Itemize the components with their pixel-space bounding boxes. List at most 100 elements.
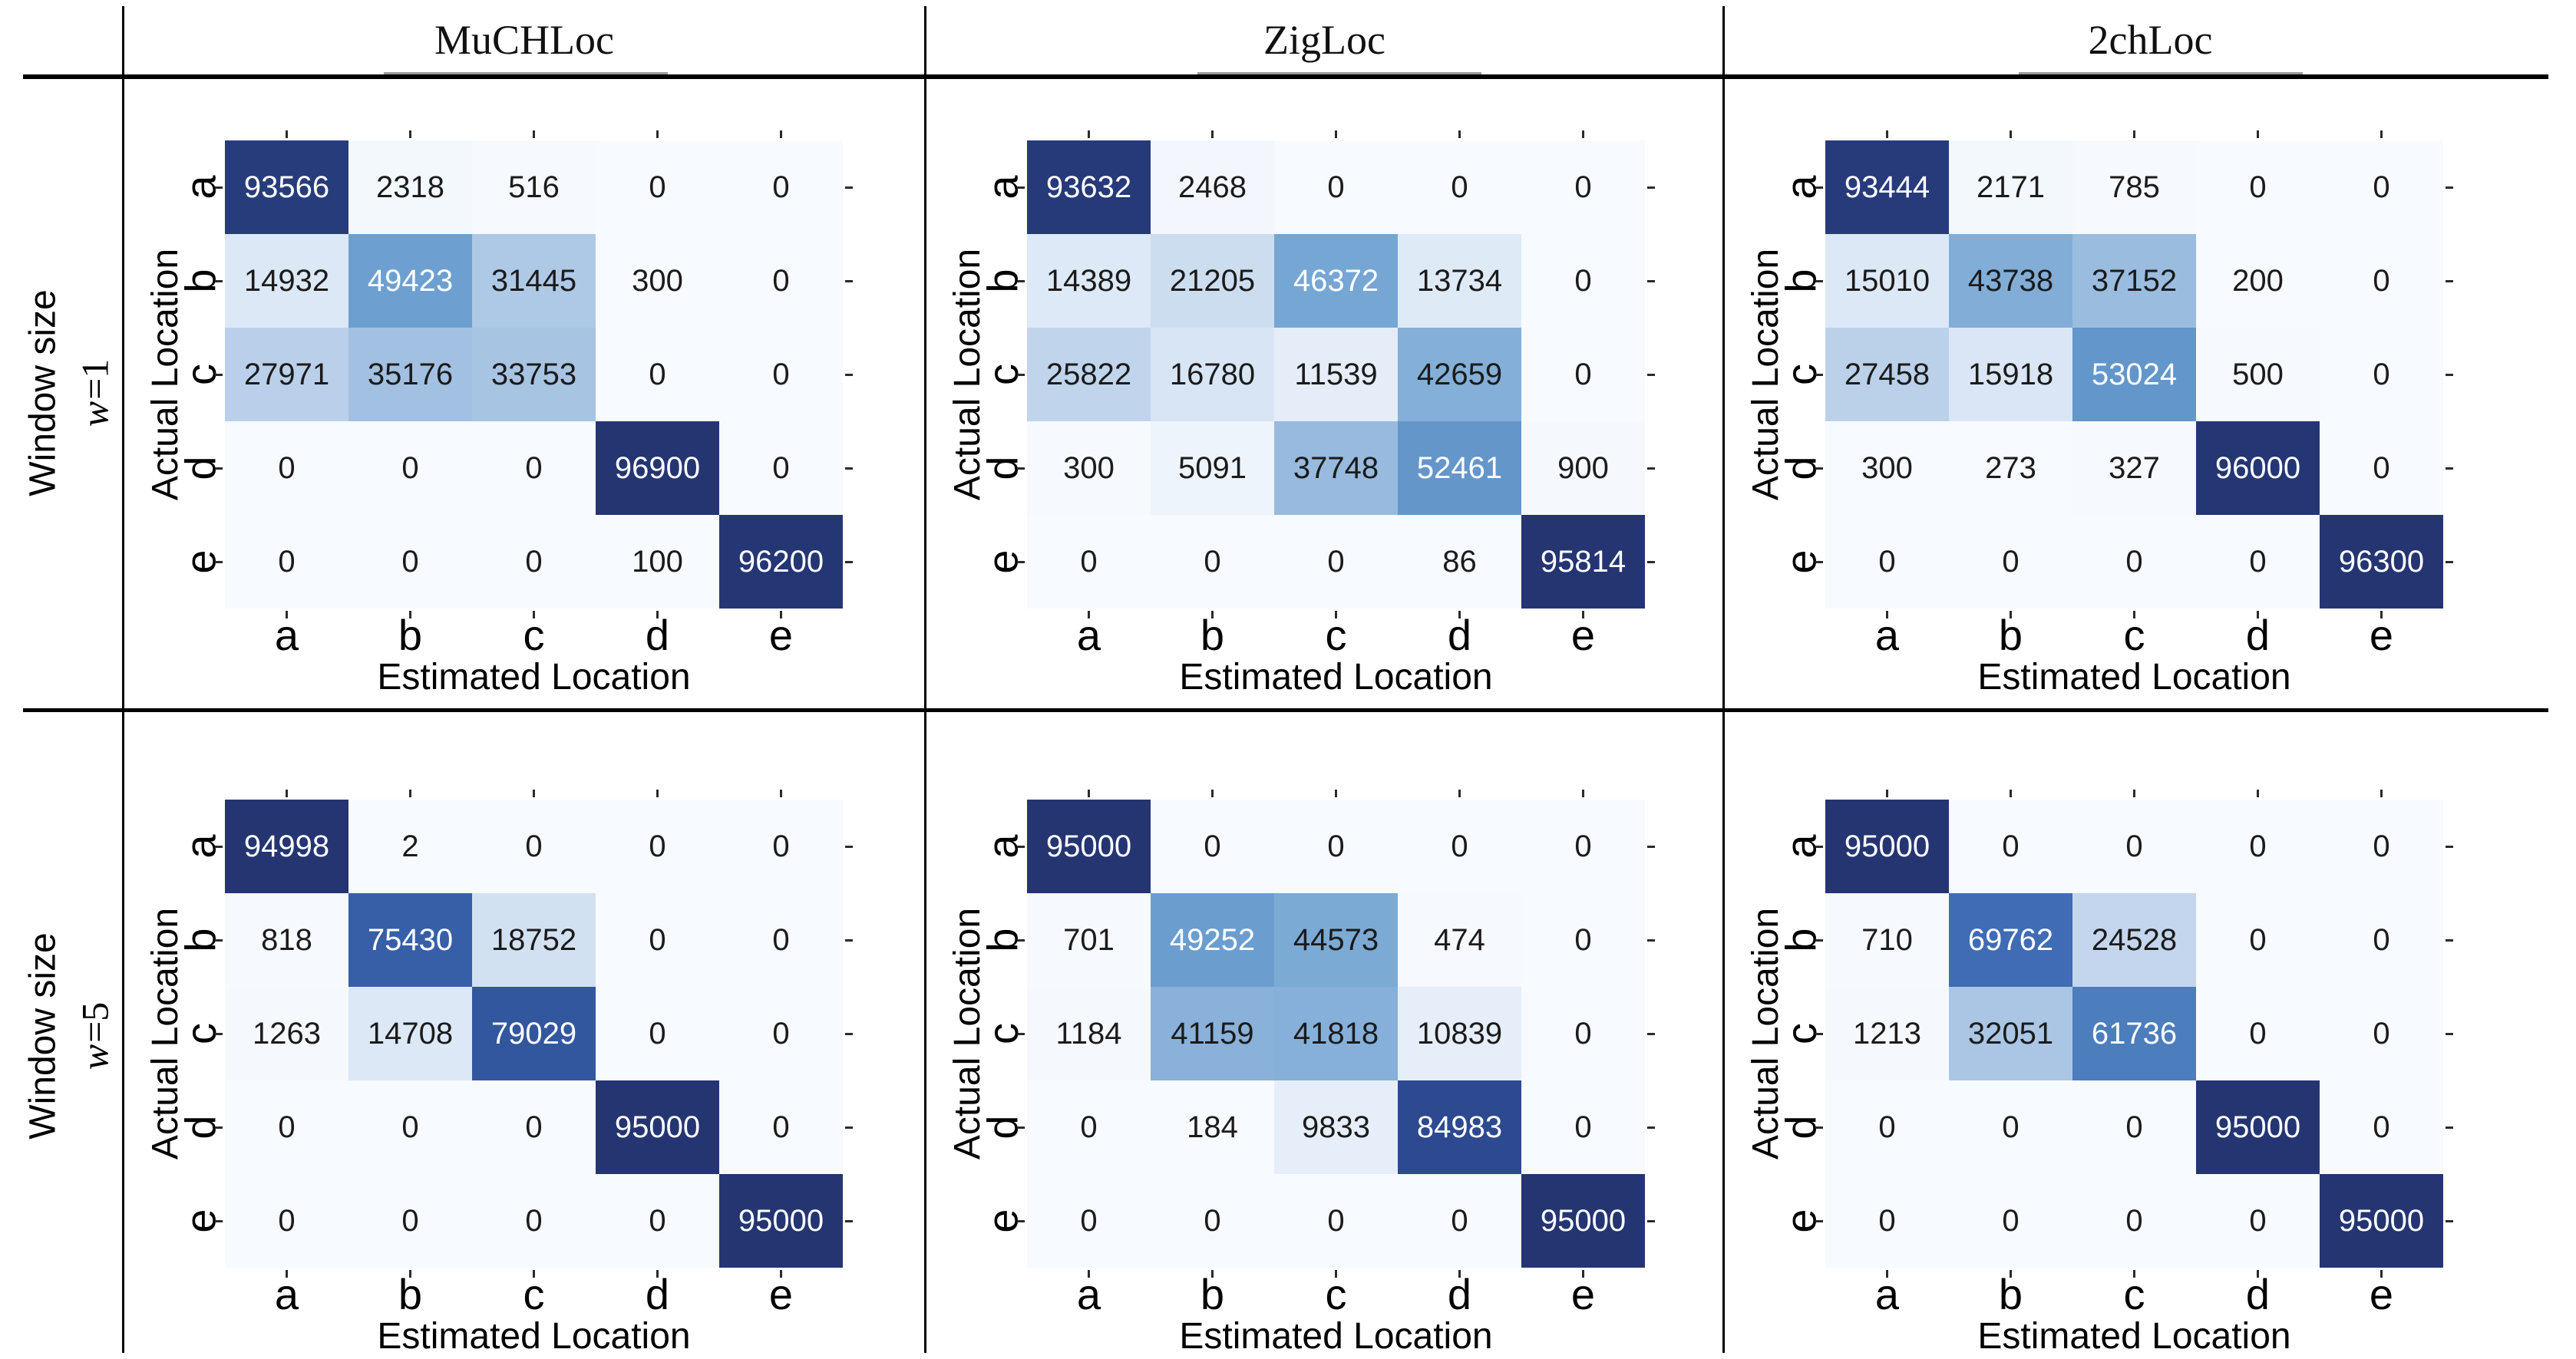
tick-mark: [2446, 186, 2453, 189]
tick-mark: [1582, 130, 1584, 138]
heatmap-cell: 0: [348, 1080, 472, 1174]
tick-mark: [656, 611, 659, 618]
heatmap-cell: 0: [1521, 893, 1645, 987]
tick-mark: [533, 1270, 535, 1278]
tick-mark: [1815, 1220, 1823, 1222]
heatmap-cell: 0: [348, 1174, 472, 1268]
tick-mark: [1211, 1270, 1214, 1278]
heatmap-cell: 0: [1949, 1080, 2072, 1174]
heatmap-cell: 0: [2196, 140, 2320, 234]
tick-mark: [1017, 186, 1025, 189]
heatmap-cell: 10839: [1398, 987, 1521, 1080]
heatmap-cell: 300: [1027, 421, 1151, 515]
confusion-matrix-panel-2chloc-w5: Actual Location a b c d e 95000 0 0 0 0 710 69762 245…: [1725, 712, 2576, 1359]
heatmap-cell: 0: [596, 140, 719, 234]
heatmap-cell: 0: [1398, 1174, 1521, 1268]
tick-mark: [1017, 280, 1025, 282]
heatmap-cell: 2318: [348, 140, 472, 234]
y-tick-label: e: [177, 1174, 225, 1268]
tick-mark: [2133, 790, 2135, 797]
tick-mark: [1886, 611, 1888, 618]
heatmap-cell: 14389: [1027, 234, 1151, 328]
tick-mark: [286, 130, 288, 138]
heatmap-cell: 184: [1151, 1080, 1274, 1174]
tick-mark: [2380, 790, 2383, 797]
y-tick-label: b: [177, 234, 225, 328]
heatmap: 93444 2171 785 0 0 15010 43738 37152 200 0 27458 15…: [1815, 130, 2453, 618]
tick-mark: [845, 467, 853, 470]
tick-mark: [1335, 790, 1337, 797]
y-tick-label: b: [1777, 234, 1825, 328]
y-tick-label: e: [177, 515, 225, 609]
heatmap-cell: 0: [348, 421, 472, 515]
tick-mark: [845, 1220, 853, 1222]
heatmap-cell: 86: [1398, 515, 1521, 609]
x-tick-label: d: [2245, 1270, 2271, 1318]
tick-mark: [409, 1270, 411, 1278]
tick-mark: [215, 186, 223, 189]
tick-mark: [533, 130, 535, 138]
tick-mark: [2380, 611, 2383, 618]
heatmap-cell: 0: [225, 1174, 348, 1268]
tick-mark: [2257, 1270, 2259, 1278]
heatmap-cell: 0: [2072, 800, 2196, 893]
tick-mark: [2257, 611, 2259, 618]
header-cmidrule: [2019, 72, 2303, 74]
heatmap-cell: 0: [1274, 1174, 1398, 1268]
heatmap-cell: 100: [596, 515, 719, 609]
heatmap-cell: 25822: [1027, 328, 1151, 421]
tick-mark: [780, 790, 782, 797]
x-tick-labels: a b c d e: [1825, 1270, 2443, 1318]
x-axis-label: Estimated Location: [1977, 1316, 2291, 1357]
tick-mark: [1017, 1033, 1025, 1035]
y-tick-label: e: [979, 1174, 1027, 1268]
x-tick-label: e: [768, 1270, 794, 1318]
heatmap-cell: 84983: [1398, 1080, 1521, 1174]
tick-mark: [1886, 130, 1888, 138]
heatmap-cell: 61736: [2072, 987, 2196, 1080]
tick-mark: [2010, 790, 2012, 797]
heatmap-cell: 0: [1521, 328, 1645, 421]
heatmap-cell: 0: [2072, 515, 2196, 609]
heatmap-cell: 0: [2320, 800, 2443, 893]
tick-mark: [1088, 790, 1090, 797]
heatmap-cell: 0: [719, 987, 843, 1080]
x-tick-label: e: [1570, 611, 1596, 659]
heatmap-cell: 0: [719, 800, 843, 893]
y-tick-label: d: [979, 421, 1027, 515]
x-tick-label: b: [398, 611, 423, 659]
heatmap-cell: 9833: [1274, 1080, 1398, 1174]
tick-mark: [1582, 1270, 1584, 1278]
heatmap-cell: 31445: [472, 234, 596, 328]
tick-mark: [1886, 1270, 1888, 1278]
heatmap-cell: 701: [1027, 893, 1151, 987]
heatmap-cell: 710: [1825, 893, 1949, 987]
tick-mark: [2010, 130, 2012, 138]
heatmap-cell: 14932: [225, 234, 348, 328]
tick-mark: [215, 1033, 223, 1035]
tick-mark: [1458, 130, 1461, 138]
heatmap-cell: 95000: [1027, 800, 1151, 893]
heatmap-cell: 49423: [348, 234, 472, 328]
heatmap-grid: 95000 0 0 0 0 701 49252 44573 474 0 1184 41159 41818…: [1027, 800, 1645, 1268]
tick-mark: [1211, 130, 1214, 138]
heatmap-grid: 94998 2 0 0 0 818 75430 18752 0 0 1263 14708 79029 0 0…: [225, 800, 843, 1268]
y-tick-label: a: [177, 800, 225, 893]
tick-mark: [1017, 846, 1025, 848]
y-tick-label: c: [1777, 987, 1825, 1080]
heatmap-cell: 0: [719, 234, 843, 328]
heatmap-cell: 0: [1949, 800, 2072, 893]
heatmap-cell: 0: [1151, 1174, 1274, 1268]
tick-mark: [1647, 374, 1655, 376]
tick-mark: [1815, 374, 1823, 376]
tick-mark: [286, 790, 288, 797]
tick-mark: [409, 790, 411, 797]
heatmap-cell: 1213: [1825, 987, 1949, 1080]
heatmap-cell: 43738: [1949, 234, 2072, 328]
y-tick-label: c: [979, 987, 1027, 1080]
heatmap-cell: 69762: [1949, 893, 2072, 987]
heatmap-cell: 785: [2072, 140, 2196, 234]
heatmap-cell: 1184: [1027, 987, 1151, 1080]
x-tick-labels: a b c d e: [1027, 1273, 1645, 1316]
